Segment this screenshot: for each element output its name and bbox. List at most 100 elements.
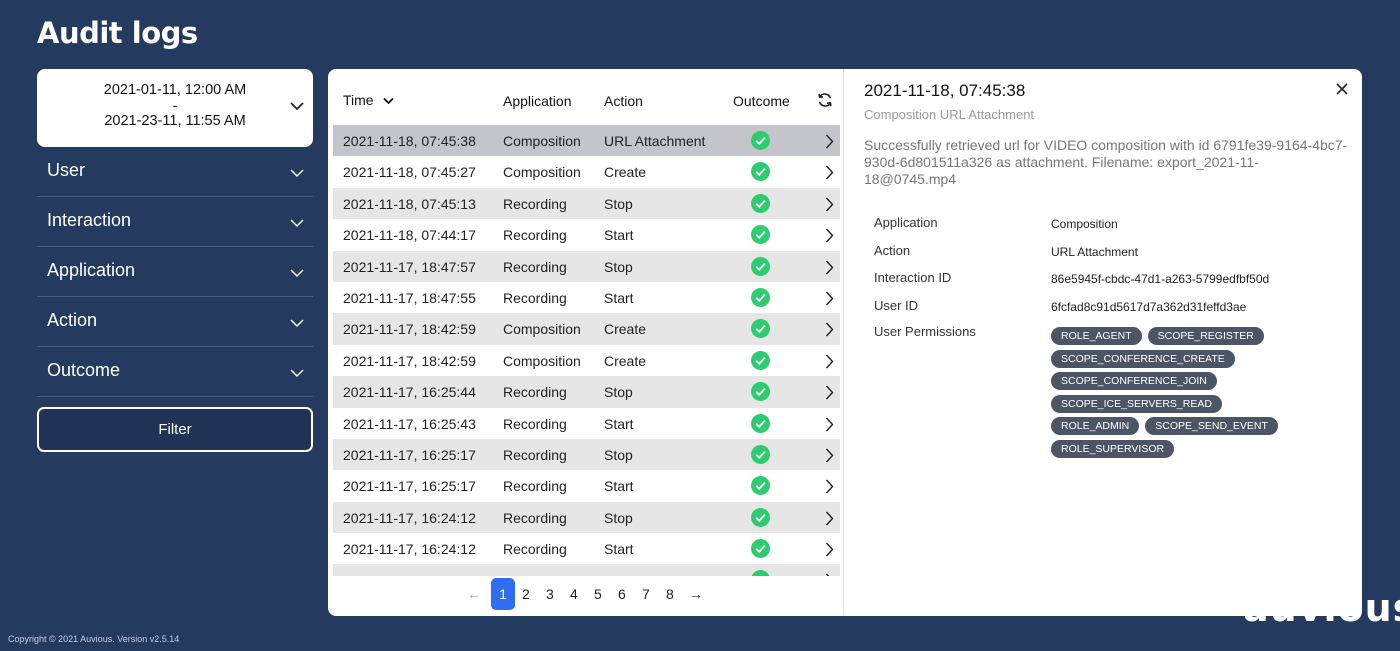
filter-sidebar: 2021-01-11, 12:00 AM - 2021-23-11, 11:55…: [37, 69, 313, 452]
cell-application: Composition: [503, 133, 581, 149]
sort-desc-icon[interactable]: [383, 97, 395, 105]
cell-action: Start: [604, 227, 634, 244]
audit-table: Time Application Action Outcome 2021-11-…: [328, 69, 844, 616]
chevron-right-icon[interactable]: [825, 291, 834, 306]
cell-application: Composition: [503, 352, 581, 369]
chevron-right-icon[interactable]: [825, 228, 834, 243]
field-value-interaction-id: 86e5945f-cbdc-47d1-a263-5799edfbf50d: [1051, 272, 1270, 286]
chevron-right-icon[interactable]: [825, 165, 834, 180]
cell-time: 2021-11-18, 07:44:17: [343, 227, 476, 244]
filter-interaction-label: Interaction: [47, 210, 132, 230]
table-row[interactable]: 2021-11-18, 07:45:27 Composition Create: [333, 156, 840, 187]
chevron-right-icon[interactable]: [825, 322, 834, 337]
chevron-right-icon[interactable]: [825, 197, 834, 212]
cell-time: 2021-11-17, 18:47:57: [343, 258, 476, 275]
cell-application: Recording: [503, 541, 567, 558]
success-check-icon: [751, 350, 770, 370]
chevron-down-icon[interactable]: [289, 100, 305, 112]
table-row[interactable]: 2021-11-18, 07:44:17 Recording Start: [333, 219, 840, 250]
chevron-right-icon[interactable]: [825, 479, 834, 494]
refresh-icon[interactable]: [816, 91, 834, 109]
cell-action: Start: [604, 415, 634, 432]
cell-time: 2021-11-18, 07:45:38: [343, 133, 476, 149]
cell-time: 2021-11-17, 16:24:12: [343, 541, 476, 558]
cell-action: URL Attachment: [604, 133, 706, 149]
cell-application: Recording: [503, 478, 567, 495]
success-check-icon: [751, 570, 770, 576]
field-label-action: Action: [874, 243, 911, 258]
filter-user[interactable]: User: [37, 147, 313, 197]
field-value-application: Composition: [1051, 217, 1118, 231]
cell-application: Recording: [503, 289, 567, 306]
table-row[interactable]: 2021-11-17, 16:25:17 Recording Stop: [333, 438, 840, 471]
copyright-text: Copyright © 2021 Auvious. Version v2.5.1…: [8, 634, 180, 644]
table-row[interactable]: 2021-11-17, 16:24:12 Recording Stop: [333, 501, 840, 534]
filter-action[interactable]: Action: [37, 297, 313, 347]
column-header-time[interactable]: Time: [343, 92, 395, 108]
chevron-right-icon[interactable]: [825, 573, 834, 576]
success-check-icon: [751, 382, 770, 402]
pagination-prev[interactable]: ←: [467, 586, 481, 602]
chevron-right-icon[interactable]: [825, 448, 834, 463]
cell-time: 2021-11-17, 18:47:55: [343, 289, 476, 306]
table-row[interactable]: 2021-11-17, 18:42:59 Composition Create: [333, 345, 840, 376]
chevron-right-icon[interactable]: [825, 542, 834, 557]
table-row[interactable]: 2021-11-17, 16:24:12 Recording Start: [333, 533, 840, 564]
chevron-down-icon: [290, 319, 304, 328]
table-body: 2021-11-18, 07:45:38 Composition URL Attac…: [333, 125, 840, 576]
cell-time: 2021-11-17, 16:25:17: [343, 446, 476, 463]
detail-subtitle: Composition URL Attachment: [864, 107, 1035, 122]
table-row[interactable]: 2021-11-18, 07:45:38 Composition URL Attac…: [333, 125, 840, 157]
success-check-icon: [751, 476, 770, 496]
table-row[interactable]: 2021-11-17, 18:47:55 Recording Start: [333, 282, 840, 313]
cell-action: Stop: [604, 509, 633, 526]
filter-interaction[interactable]: Interaction: [37, 197, 313, 247]
chevron-right-icon[interactable]: [825, 511, 834, 526]
page-5-button[interactable]: 5: [594, 586, 602, 602]
close-icon[interactable]: [1336, 83, 1348, 95]
chevron-down-icon: [290, 269, 304, 278]
page-1-button[interactable]: 1: [491, 578, 515, 610]
column-header-time-label: Time: [343, 92, 374, 108]
field-label-user-id: User ID: [874, 298, 919, 313]
date-separator: -: [172, 97, 178, 113]
field-label-user-permissions: User Permissions: [874, 324, 976, 339]
chevron-right-icon[interactable]: [825, 134, 834, 149]
cell-time: 2021-11-17, 18:42:59: [343, 321, 476, 338]
date-range-picker[interactable]: 2021-01-11, 12:00 AM - 2021-23-11, 11:55…: [37, 69, 313, 147]
page-6-button[interactable]: 6: [618, 586, 626, 602]
cell-application: Recording: [503, 509, 567, 526]
page-7-button[interactable]: 7: [642, 586, 650, 602]
permission-badge: SCOPE_SEND_EVENT: [1145, 417, 1278, 435]
cell-action: Start: [604, 289, 634, 306]
table-row[interactable]: 2021-11-17, 16:25:44 Recording Stop: [333, 376, 840, 408]
permission-badge: ROLE_SUPERVISOR: [1051, 439, 1175, 458]
column-header-action: Action: [604, 93, 643, 109]
table-row[interactable]: 2021-11-18, 07:45:13 Recording Stop: [333, 187, 840, 220]
filter-outcome[interactable]: Outcome: [37, 347, 313, 397]
table-row[interactable]: 2021-11-17, 18:47:57 Recording Stop: [333, 250, 840, 282]
table-row[interactable]: [333, 564, 840, 576]
chevron-right-icon[interactable]: [825, 260, 834, 275]
cell-action: Create: [604, 352, 647, 369]
table-row[interactable]: 2021-11-17, 16:25:17 Recording Start: [333, 470, 840, 501]
page-title: Audit logs: [37, 16, 198, 50]
filter-application[interactable]: Application: [37, 247, 313, 297]
filter-button[interactable]: Filter: [37, 407, 313, 452]
success-check-icon: [751, 539, 770, 559]
table-row[interactable]: 2021-11-17, 18:42:59 Composition Create: [333, 313, 840, 345]
permission-badge: SCOPE_REGISTER: [1147, 327, 1264, 345]
pagination-next[interactable]: →: [689, 586, 703, 602]
table-row[interactable]: 2021-11-17, 16:25:43 Recording Start: [333, 408, 840, 439]
chevron-right-icon[interactable]: [825, 354, 834, 369]
detail-title: 2021-11-18, 07:45:38: [864, 81, 1026, 100]
page-2-button[interactable]: 2: [522, 586, 530, 602]
cell-time: 2021-11-17, 16:25:43: [343, 415, 476, 432]
field-value-user-id: 6fcfad8c91d5617d7a362d31feffd3ae: [1051, 300, 1247, 314]
page-3-button[interactable]: 3: [546, 586, 554, 602]
chevron-right-icon[interactable]: [825, 417, 834, 432]
chevron-right-icon[interactable]: [825, 385, 834, 400]
page-4-button[interactable]: 4: [570, 586, 578, 602]
page-8-button[interactable]: 8: [666, 586, 674, 602]
date-from: 2021-01-11, 12:00 AM: [103, 82, 247, 98]
